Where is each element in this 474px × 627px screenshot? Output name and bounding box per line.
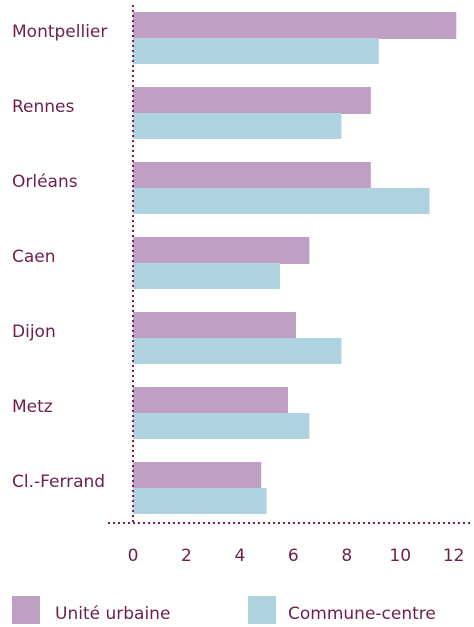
x-tick-label: 0	[128, 546, 139, 566]
category-label: Metz	[12, 397, 53, 417]
category-label: Cl.-Ferrand	[12, 472, 105, 492]
bar	[133, 413, 310, 439]
x-tick-label: 6	[288, 546, 299, 566]
bar	[133, 38, 379, 64]
bar	[133, 312, 296, 339]
x-tick-label: 8	[341, 546, 352, 566]
category-label: Rennes	[12, 97, 75, 117]
bar	[133, 462, 262, 489]
x-tick-label: 10	[389, 546, 411, 566]
bar	[133, 188, 430, 214]
bar	[133, 12, 457, 39]
legend-swatch	[12, 596, 40, 624]
x-tick-label: 4	[234, 546, 245, 566]
x-tick-label: 12	[443, 546, 465, 566]
category-label: Montpellier	[12, 22, 107, 42]
category-label: Caen	[12, 247, 56, 267]
bar	[133, 162, 371, 189]
legend-swatch	[248, 596, 276, 624]
bar	[133, 488, 267, 514]
category-label: Orléans	[12, 172, 78, 192]
bar	[133, 237, 310, 264]
legend-label: Commune-centre	[288, 604, 436, 624]
bar	[133, 87, 371, 114]
bar	[133, 338, 342, 364]
category-label: Dijon	[12, 322, 56, 342]
bar	[133, 387, 288, 414]
legend-label: Unité urbaine	[55, 604, 170, 624]
bar	[133, 113, 342, 139]
bar	[133, 263, 280, 289]
x-tick-label: 2	[181, 546, 192, 566]
